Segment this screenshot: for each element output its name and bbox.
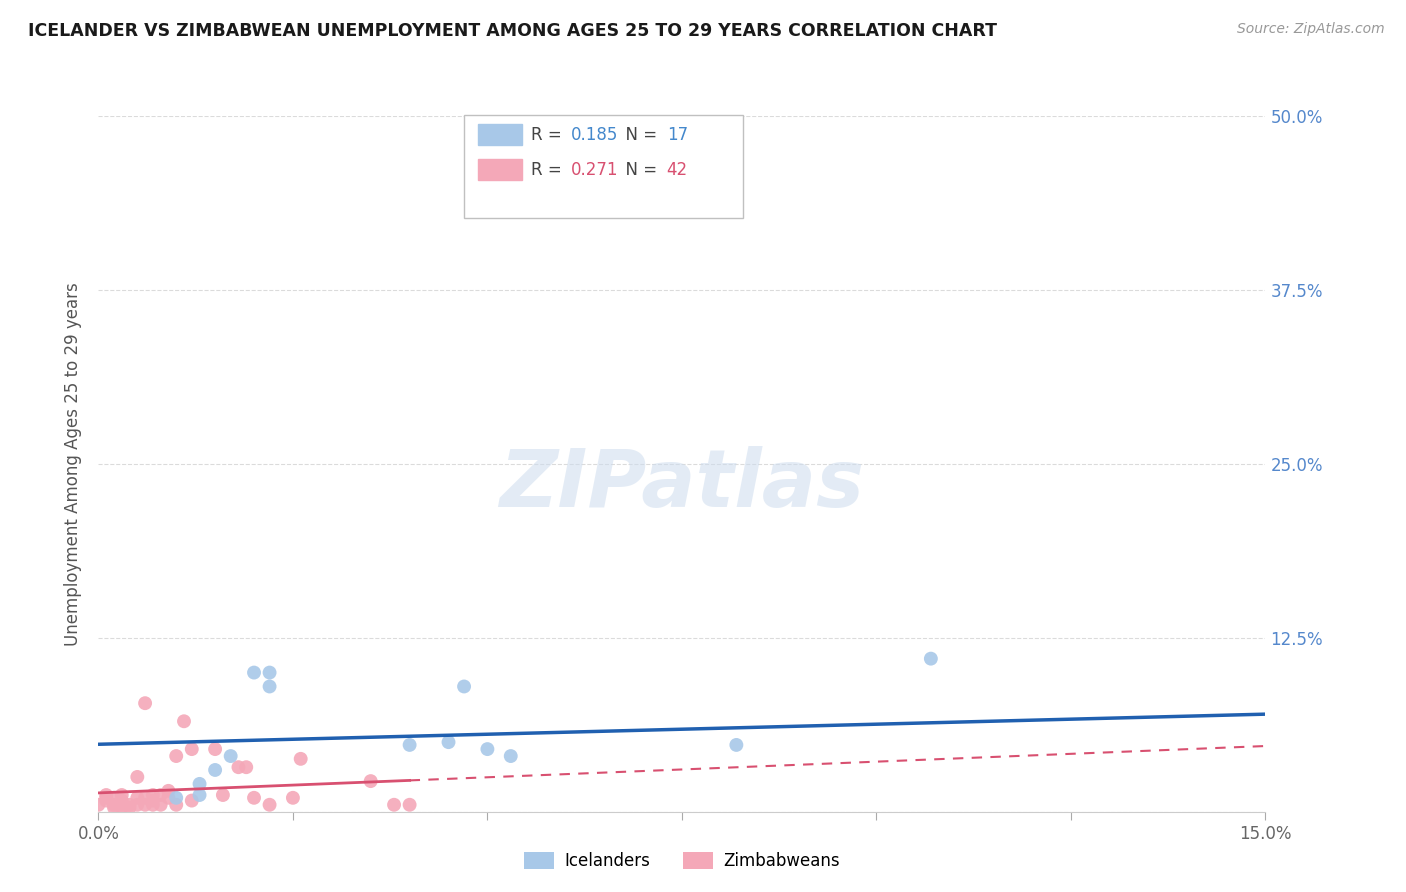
Point (127, 797, 149, 812)
Legend: Icelanders, Zimbabweans: Icelanders, Zimbabweans (517, 845, 846, 877)
Point (111, 788, 134, 802)
Point (134, 790, 156, 805)
Point (127, 790, 149, 805)
Text: ZIPatlas: ZIPatlas (499, 446, 865, 524)
Point (87, 797, 110, 812)
Point (453, 680, 475, 694)
Text: ICELANDER VS ZIMBABWEAN UNEMPLOYMENT AMONG AGES 25 TO 29 YEARS CORRELATION CHART: ICELANDER VS ZIMBABWEAN UNEMPLOYMENT AMO… (28, 22, 997, 40)
Point (398, 738, 420, 752)
Point (1294, 710, 1316, 724)
Point (118, 797, 141, 812)
Point (204, 742, 226, 756)
Point (180, 742, 202, 756)
Point (149, 797, 172, 812)
Point (437, 735, 460, 749)
Point (118, 800, 141, 814)
Point (188, 777, 211, 791)
Text: R =: R = (531, 126, 568, 144)
Point (360, 774, 382, 789)
FancyBboxPatch shape (464, 114, 742, 219)
Point (165, 790, 187, 805)
Point (103, 797, 125, 812)
Point (134, 696, 156, 710)
Point (149, 788, 172, 802)
Point (290, 752, 312, 766)
Point (219, 749, 242, 764)
Point (157, 790, 180, 805)
Point (243, 790, 266, 805)
Text: 0.271: 0.271 (571, 161, 619, 178)
Text: R =: R = (531, 161, 568, 178)
Point (111, 797, 134, 812)
Point (165, 797, 187, 812)
Text: N =: N = (616, 126, 662, 144)
Point (127, 770, 149, 784)
Point (96, 788, 118, 802)
Point (142, 797, 165, 812)
Point (228, 760, 250, 774)
Bar (478, 124, 522, 145)
Text: 42: 42 (666, 161, 688, 178)
Point (103, 800, 125, 814)
Text: 0.185: 0.185 (571, 126, 619, 144)
Y-axis label: Unemployment Among Ages 25 to 29 years: Unemployment Among Ages 25 to 29 years (65, 282, 83, 646)
Point (103, 790, 125, 805)
Text: 17: 17 (666, 126, 688, 144)
Point (259, 797, 281, 812)
Point (259, 680, 281, 694)
Point (259, 665, 281, 680)
Point (134, 797, 156, 812)
Point (142, 794, 165, 808)
Point (180, 794, 202, 808)
Point (96, 790, 118, 805)
Bar (478, 159, 522, 180)
Point (477, 742, 499, 756)
Point (499, 749, 522, 764)
Point (96, 794, 118, 808)
Point (142, 788, 165, 802)
Point (111, 794, 134, 808)
Point (111, 800, 134, 814)
Point (725, 738, 748, 752)
Point (173, 714, 195, 729)
Point (188, 788, 211, 802)
Point (281, 790, 304, 805)
Point (165, 749, 187, 764)
Point (398, 797, 420, 812)
Point (382, 797, 405, 812)
Point (204, 763, 226, 777)
Point (157, 784, 180, 798)
Text: Source: ZipAtlas.com: Source: ZipAtlas.com (1237, 22, 1385, 37)
Point (212, 788, 235, 802)
Point (920, 651, 942, 665)
Text: N =: N = (616, 161, 662, 178)
Point (235, 760, 257, 774)
Point (243, 665, 266, 680)
